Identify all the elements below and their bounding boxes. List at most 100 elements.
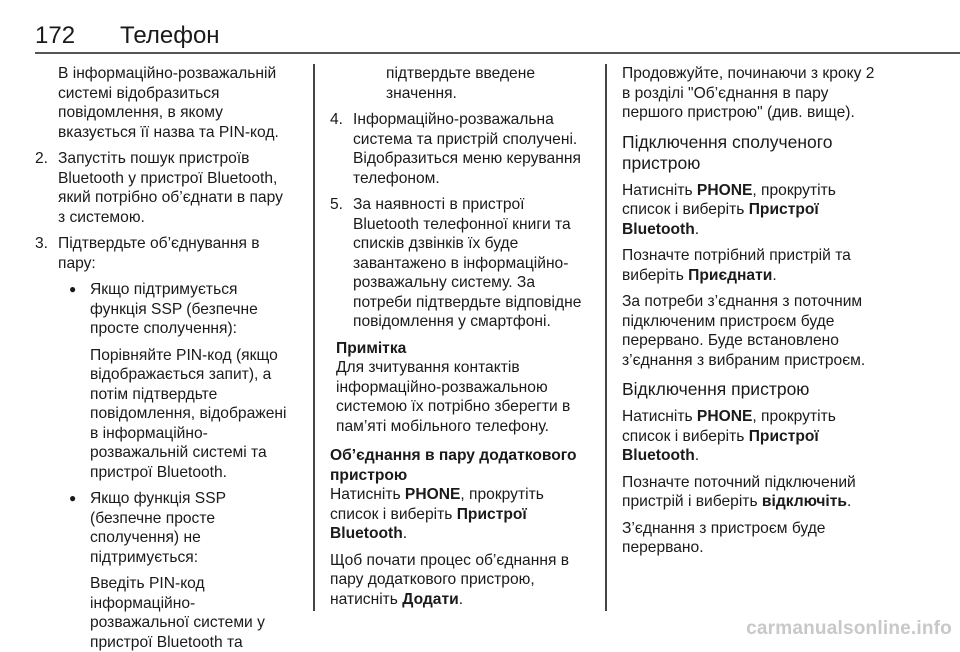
- text-line: повідомлення у смартфоні.: [353, 312, 602, 332]
- text-line: За потреби з’єднання з поточним: [622, 292, 957, 312]
- text-line: телефоном.: [353, 169, 602, 189]
- text-line: список і виберіть Пристрої: [330, 505, 602, 525]
- header-rule: [35, 52, 960, 54]
- text-line: функція SSP (безпечне: [90, 300, 310, 320]
- text-line: Bluetooth.: [622, 220, 957, 240]
- ui-term: Bluetooth: [622, 447, 695, 464]
- text-line: підключеним пристроєм буде: [622, 312, 957, 332]
- text-line: першого пристрою" (див. вище).: [622, 103, 957, 123]
- text-line: Об’єднання в пару додаткового: [330, 446, 602, 466]
- column-divider: [605, 64, 607, 611]
- text-line: повідомлення, в якому: [58, 103, 310, 123]
- watermark: carmanualsonline.info: [746, 618, 952, 640]
- ui-term: Приєднати: [688, 267, 772, 284]
- step-number: 4.: [330, 110, 343, 130]
- step-number: 2.: [35, 149, 48, 169]
- text-line: Якщо функція SSP: [90, 489, 310, 509]
- text-line: списків дзвінків їх буде: [353, 234, 602, 254]
- text-line: перервано. Буде встановлено: [622, 331, 957, 351]
- text-line: натисніть Додати.: [330, 590, 602, 610]
- text-line: Інформаційно-розважальна: [353, 110, 602, 130]
- text-line: пам’яті мобільного телефону.: [336, 417, 602, 437]
- text-line: пару додаткового пристрою,: [330, 570, 602, 590]
- ui-term: Пристрої: [749, 428, 819, 445]
- text-line: системі відобразиться: [58, 84, 310, 104]
- text-line: Натисніть PHONE, прокрутіть: [622, 181, 957, 201]
- text-line: Bluetooth.: [622, 446, 957, 466]
- text-line: Bluetooth у пристрої Bluetooth,: [58, 169, 310, 189]
- text-line: з’єднання з вибраним пристроєм.: [622, 351, 957, 371]
- text-line: Запустіть пошук пристроїв: [58, 149, 310, 169]
- text-line: системою їх потрібно зберегти в: [336, 397, 602, 417]
- ui-term: відключіть: [762, 493, 847, 510]
- text-line: Позначте потрібний пристрій та: [622, 246, 957, 266]
- ui-term: Пристрої: [457, 506, 527, 523]
- text-line: розважальній системі та: [90, 443, 310, 463]
- text-line: пристрою: [330, 466, 602, 486]
- text-line: Порівняйте PIN-код (якщо: [90, 346, 310, 366]
- ui-term: Bluetooth: [622, 221, 695, 238]
- text-line: Щоб почати процес об’єднання в: [330, 551, 602, 571]
- text-line: система та пристрій сполучені.: [353, 130, 602, 150]
- text-line: список і виберіть Пристрої: [622, 427, 957, 447]
- ui-term: Bluetooth: [330, 525, 403, 542]
- text-line: (безпечне просте: [90, 509, 310, 529]
- text-line: Продовжуйте, починаючи з кроку 2: [622, 64, 957, 84]
- text-line: вказується її назва та PIN-код.: [58, 123, 310, 143]
- ui-term: PHONE: [697, 182, 752, 199]
- text-line: розважальну систему. За: [353, 273, 602, 293]
- text-line: Bluetooth телефонної книги та: [353, 215, 602, 235]
- text-line: Підтвердьте об’єднування в: [58, 234, 310, 254]
- text-line: перервано.: [622, 538, 957, 558]
- text-line: сполучення) не: [90, 528, 310, 548]
- text-line: Підключення сполученого: [622, 132, 957, 153]
- note-title: Примітка: [336, 339, 602, 359]
- text-line: в розділі "Об’єднання в пару: [622, 84, 957, 104]
- text-line: Bluetooth.: [330, 524, 602, 544]
- text-line: пристрої Bluetooth.: [90, 463, 310, 483]
- page-number: 172: [35, 22, 75, 50]
- text-line: Позначте поточний підключений: [622, 473, 957, 493]
- text-line: просте сполучення):: [90, 319, 310, 339]
- text-line: З’єднання з пристроєм буде: [622, 519, 957, 539]
- text-line: пристрою: [622, 153, 957, 174]
- text-line: значення.: [386, 84, 602, 104]
- bullet-icon: ●: [69, 489, 76, 509]
- text-line: Для зчитування контактів: [336, 358, 602, 378]
- text-line: потім підтвердьте: [90, 385, 310, 405]
- page-title: Телефон: [120, 22, 220, 50]
- text-line: підтвердьте введене: [386, 64, 602, 84]
- text-line: Якщо підтримується: [90, 280, 310, 300]
- text-line: повідомлення, відображені: [90, 404, 310, 424]
- text-line: який потрібно об’єднати в пару: [58, 188, 310, 208]
- section-heading: Відключення пристрою: [622, 379, 957, 400]
- bullet-icon: ●: [69, 280, 76, 300]
- step-number: 5.: [330, 195, 343, 215]
- text-line: в інформаційно-: [90, 424, 310, 444]
- text-line: інформаційно-розважальною: [336, 378, 602, 398]
- ui-term: PHONE: [697, 408, 752, 425]
- text-line: пару:: [58, 254, 310, 274]
- text-line: пристрій і виберіть відключіть.: [622, 492, 957, 512]
- text-line: Натисніть PHONE, прокрутіть: [330, 485, 602, 505]
- text-line: розважальної системи у: [90, 613, 310, 633]
